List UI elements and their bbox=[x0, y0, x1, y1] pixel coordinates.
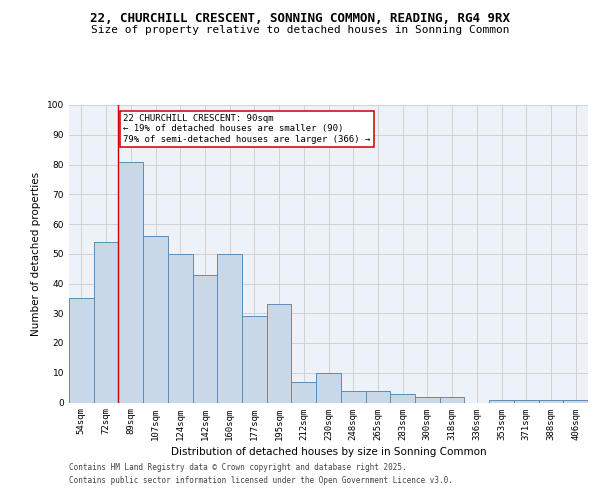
Bar bbox=[514, 400, 539, 402]
Bar bbox=[242, 316, 267, 402]
Bar bbox=[489, 400, 514, 402]
Bar bbox=[94, 242, 118, 402]
X-axis label: Distribution of detached houses by size in Sonning Common: Distribution of detached houses by size … bbox=[170, 446, 487, 456]
Bar bbox=[267, 304, 292, 402]
Bar bbox=[69, 298, 94, 403]
Bar bbox=[143, 236, 168, 402]
Bar bbox=[390, 394, 415, 402]
Text: 22 CHURCHILL CRESCENT: 90sqm
← 19% of detached houses are smaller (90)
79% of se: 22 CHURCHILL CRESCENT: 90sqm ← 19% of de… bbox=[124, 114, 371, 144]
Text: 22, CHURCHILL CRESCENT, SONNING COMMON, READING, RG4 9RX: 22, CHURCHILL CRESCENT, SONNING COMMON, … bbox=[90, 12, 510, 26]
Bar bbox=[415, 396, 440, 402]
Bar bbox=[341, 390, 365, 402]
Text: Contains public sector information licensed under the Open Government Licence v3: Contains public sector information licen… bbox=[69, 476, 453, 485]
Bar bbox=[292, 382, 316, 402]
Bar bbox=[193, 274, 217, 402]
Bar bbox=[316, 373, 341, 402]
Text: Contains HM Land Registry data © Crown copyright and database right 2025.: Contains HM Land Registry data © Crown c… bbox=[69, 464, 407, 472]
Bar bbox=[440, 396, 464, 402]
Y-axis label: Number of detached properties: Number of detached properties bbox=[31, 172, 41, 336]
Bar bbox=[118, 162, 143, 402]
Bar bbox=[563, 400, 588, 402]
Bar bbox=[168, 254, 193, 402]
Bar bbox=[539, 400, 563, 402]
Bar bbox=[217, 254, 242, 402]
Bar bbox=[365, 390, 390, 402]
Text: Size of property relative to detached houses in Sonning Common: Size of property relative to detached ho… bbox=[91, 25, 509, 35]
